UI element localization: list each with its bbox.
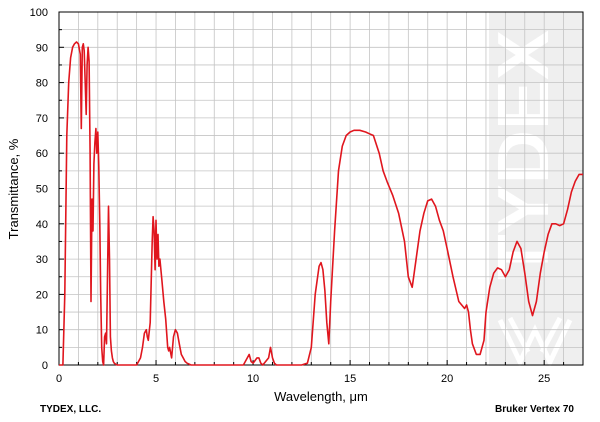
y-tick-label: 20 (36, 289, 48, 301)
x-axis-label: Wavelength, μm (274, 389, 368, 404)
x-tick-label: 25 (538, 373, 550, 385)
y-tick-label: 80 (36, 78, 48, 90)
y-tick-label: 70 (36, 113, 48, 125)
watermark-block (489, 12, 583, 366)
y-tick-labels: 0 10 20 30 40 50 60 70 80 90 100 (30, 7, 48, 372)
y-tick-label: 100 (30, 7, 48, 19)
y-tick-label: 60 (36, 148, 48, 160)
y-tick-label: 30 (36, 254, 48, 266)
footer-instrument: Bruker Vertex 70 (495, 404, 574, 415)
watermark-brand: TYDEX (484, 30, 564, 280)
y-tick-label: 0 (42, 360, 48, 372)
tydex-watermark: TYDEX (484, 12, 583, 368)
y-axis-label: Transmittance, % (6, 138, 21, 239)
x-tick-label: 10 (247, 373, 259, 385)
grid (59, 12, 583, 365)
footer-company: TYDEX, LLC. (40, 404, 102, 415)
x-tick-labels: 0 5 10 15 20 25 (56, 373, 550, 385)
series-line (59, 41, 583, 366)
y-tick-label: 10 (36, 325, 48, 337)
x-tick-label: 20 (441, 373, 453, 385)
x-tick-label: 0 (56, 373, 62, 385)
y-tick-label: 90 (36, 42, 48, 54)
x-tick-label: 5 (153, 373, 159, 385)
y-tick-label: 50 (36, 184, 48, 196)
y-tick-label: 40 (36, 219, 48, 231)
x-tick-label: 15 (344, 373, 356, 385)
